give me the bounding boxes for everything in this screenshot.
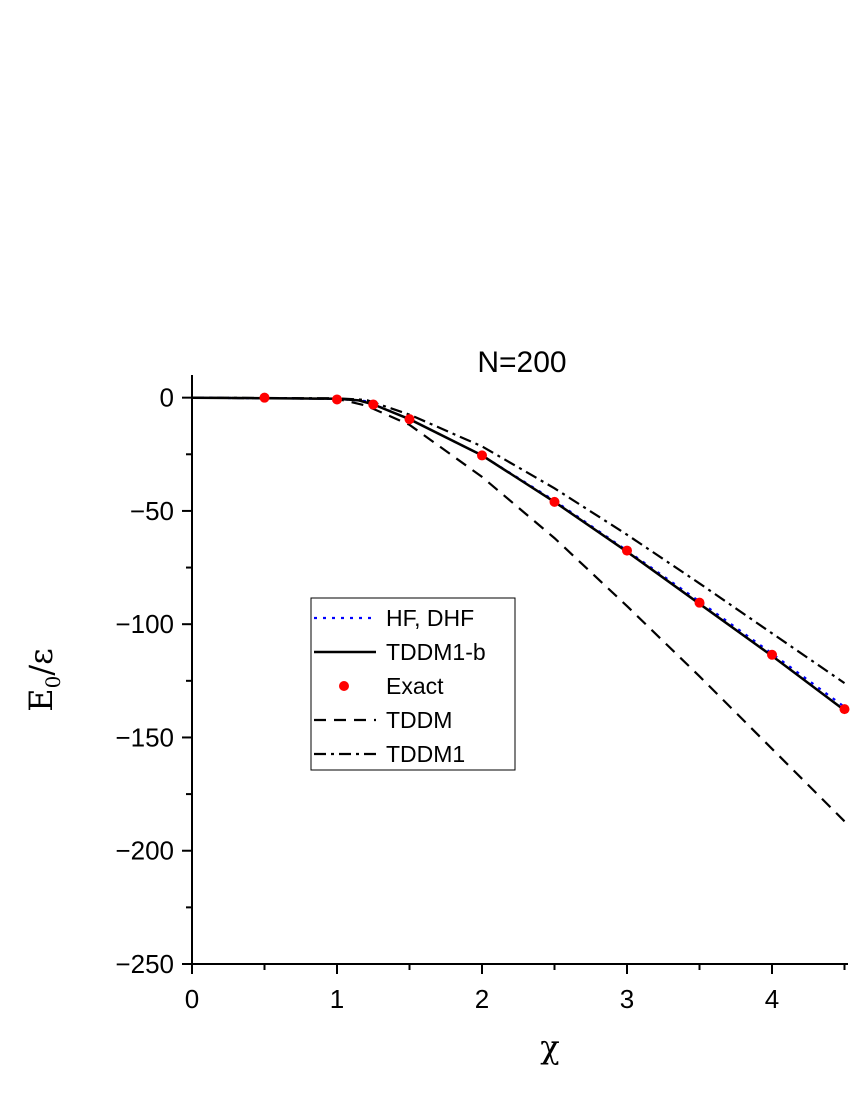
- exact-point: [404, 414, 415, 425]
- exact-point: [767, 649, 777, 660]
- legend: HF, DHF TDDM1-b Exact TDDM TDDM1: [310, 597, 516, 771]
- exact-point: [368, 399, 379, 410]
- y-axis-label-main: E: [22, 688, 60, 711]
- legend-swatch-exact: [339, 681, 349, 691]
- y-tick-label: −50: [130, 496, 174, 526]
- exact-point: [622, 545, 632, 556]
- legend-label-tddm: TDDM: [386, 707, 452, 733]
- chart-title: N=200: [477, 346, 566, 379]
- exact-point: [839, 704, 850, 715]
- axes: 0 −50 −100 −150 −200 −250 0 1 2 3 4: [115, 375, 848, 1014]
- y-axis-label-rest: /ε: [22, 648, 60, 675]
- y-tick-label: −200: [115, 836, 174, 866]
- exact-point: [332, 394, 342, 405]
- exact-point: [259, 392, 270, 403]
- svg-text:E0/ε: E0/ε: [22, 648, 65, 711]
- exact-point: [694, 597, 705, 608]
- x-tick-label: 1: [330, 984, 344, 1014]
- tddm1-b-line: [191, 396, 846, 712]
- legend-label-hf-dhf: HF, DHF: [386, 605, 474, 631]
- y-axis-label: E0/ε: [22, 648, 65, 711]
- x-tick-label: 4: [765, 984, 779, 1014]
- legend-label-tddm1: TDDM1: [386, 741, 465, 767]
- legend-label-tddm1-b: TDDM1-b: [386, 639, 486, 665]
- x-tick-label: 3: [620, 984, 634, 1014]
- legend-label-exact: Exact: [386, 673, 444, 699]
- y-tick-label: −150: [115, 722, 174, 752]
- series-layer: [191, 392, 850, 823]
- y-tick-label: −100: [115, 609, 174, 639]
- tddm1-line: [191, 396, 846, 685]
- y-axis-label-sub: 0: [41, 676, 65, 689]
- hf-dhf-line: [191, 396, 846, 708]
- x-tick-label: 0: [185, 984, 199, 1014]
- y-tick-label: −250: [115, 949, 174, 979]
- exact-point: [477, 450, 487, 461]
- x-tick-label: 2: [475, 984, 489, 1014]
- exact-point: [549, 496, 560, 507]
- x-axis-label: χ: [540, 1028, 559, 1066]
- y-tick-label: 0: [160, 383, 174, 413]
- tddm-line: [191, 396, 846, 823]
